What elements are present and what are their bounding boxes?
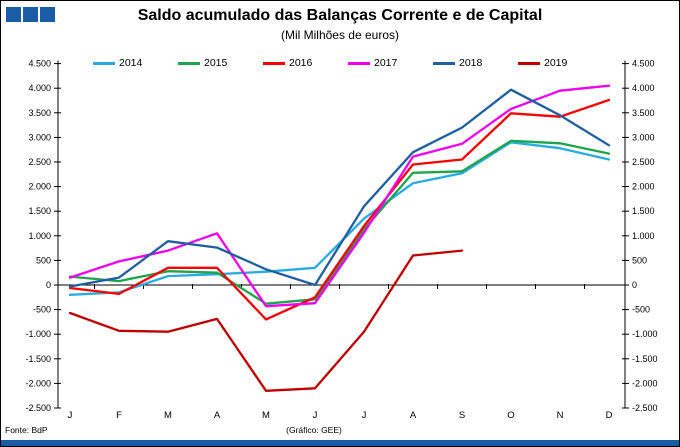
legend-label: 2015	[204, 57, 228, 69]
month-label: J	[68, 410, 73, 421]
footer-source: Fonte: BdP	[5, 425, 48, 435]
y-tick-label-left: 3.500	[28, 108, 51, 118]
y-tick-label-left: 2.500	[28, 157, 51, 167]
series-line-2014	[68, 141, 611, 296]
month-label: D	[606, 410, 613, 421]
y-tick-label-left: 4.000	[28, 83, 51, 93]
logo-square	[40, 7, 55, 22]
month-label: A	[214, 410, 221, 421]
chart-subtitle: (Mil Milhões de euros)	[280, 28, 400, 42]
legend-label: 2019	[544, 57, 568, 69]
month-label: F	[116, 410, 122, 421]
month-label: J	[313, 410, 318, 421]
legend-item-2018: 2018	[433, 57, 518, 69]
y-tick-label-left: -2.000	[25, 378, 51, 388]
footer-credit: (Gráfico: GEE)	[286, 425, 342, 435]
series-line-2015	[68, 139, 611, 305]
y-tick-label-right: 3.000	[632, 132, 655, 142]
y-tick-label-right: -2.000	[632, 378, 658, 388]
legend-label: 2016	[289, 57, 313, 69]
chart-title: Saldo acumulado das Balanças Corrente e …	[137, 7, 543, 24]
month-label: N	[557, 410, 564, 421]
legend-item-2014: 2014	[93, 57, 178, 69]
month-label: M	[262, 410, 270, 421]
month-label: M	[164, 410, 172, 421]
y-tick-label-left: 500	[36, 255, 51, 265]
month-label: S	[459, 410, 465, 421]
month-label: O	[507, 410, 514, 421]
chart-legend: 2014 2015 2016 2017 2018 2019	[93, 57, 603, 69]
y-tick-label-right: -2.500	[632, 403, 658, 413]
y-tick-label-right: 1.500	[632, 206, 655, 216]
legend-swatch-2018	[433, 61, 455, 65]
y-tick-label-right: 2.000	[632, 182, 655, 192]
legend-label: 2018	[459, 57, 483, 69]
logo-square	[6, 7, 21, 22]
legend-label: 2017	[374, 57, 398, 69]
legend-swatch-2019	[518, 61, 540, 65]
series-line-2016	[68, 98, 611, 321]
logo-square	[23, 7, 38, 22]
y-tick-label-left: 4.500	[28, 59, 51, 69]
y-tick-label-left: 0	[46, 280, 51, 290]
series-line-2017	[68, 84, 611, 308]
y-tick-label-right: 3.500	[632, 108, 655, 118]
y-tick-label-right: 0	[632, 280, 637, 290]
y-tick-label-right: 4.500	[632, 59, 655, 69]
y-tick-label-left: 3.000	[28, 132, 51, 142]
y-tick-label-left: 1.500	[28, 206, 51, 216]
month-label: J	[362, 410, 367, 421]
y-tick-label-right: 500	[632, 255, 647, 265]
y-tick-label-left: -1.000	[25, 329, 51, 339]
y-tick-label-right: 2.500	[632, 157, 655, 167]
y-tick-label-right: 1.000	[632, 231, 655, 241]
legend-swatch-2017	[348, 61, 370, 65]
legend-swatch-2015	[178, 61, 200, 65]
y-tick-label-left: -2.500	[25, 403, 51, 413]
legend-item-2015: 2015	[178, 57, 263, 69]
legend-item-2019: 2019	[518, 57, 603, 69]
legend-swatch-2016	[263, 61, 285, 65]
month-label: A	[410, 410, 417, 421]
series-line-2019	[68, 249, 464, 392]
y-tick-label-right: 4.000	[632, 83, 655, 93]
footer-bar	[1, 440, 679, 446]
y-tick-label-right: -1.000	[632, 329, 658, 339]
legend-item-2017: 2017	[348, 57, 433, 69]
series-line-2018	[68, 88, 611, 288]
y-tick-label-left: 2.000	[28, 182, 51, 192]
y-tick-label-right: -1.500	[632, 354, 658, 364]
y-tick-label-left: -1.500	[25, 354, 51, 364]
y-tick-label-left: -500	[33, 305, 51, 315]
legend-swatch-2014	[93, 61, 115, 65]
y-tick-label-right: -500	[632, 305, 650, 315]
logo-squares	[6, 7, 55, 22]
legend-label: 2014	[119, 57, 143, 69]
legend-item-2016: 2016	[263, 57, 348, 69]
y-tick-label-left: 1.000	[28, 231, 51, 241]
